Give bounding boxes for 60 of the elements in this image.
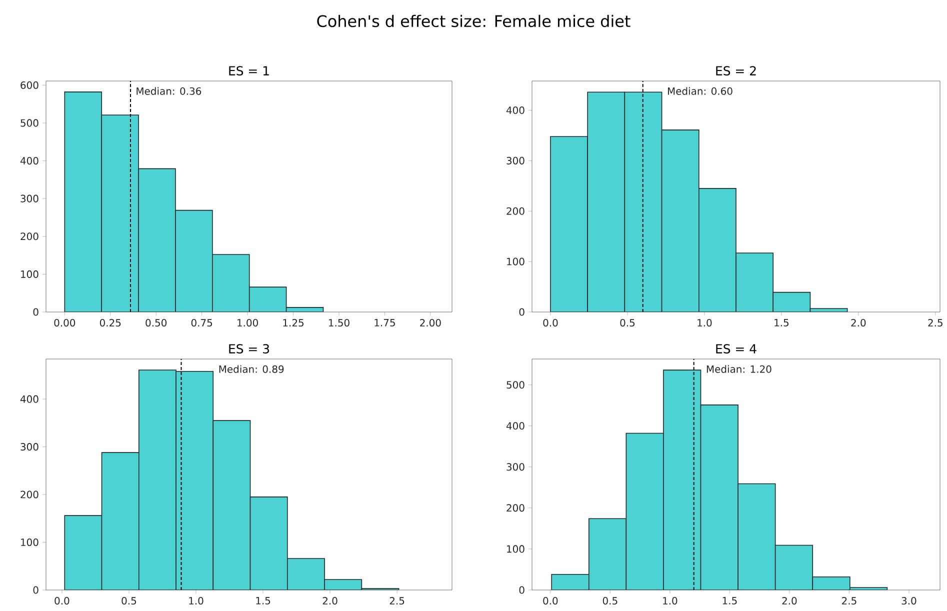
x-tick-label: 2.5 xyxy=(390,597,404,605)
y-tick-label: 100 xyxy=(21,270,38,278)
x-tick-label: 0.0 xyxy=(543,597,558,605)
y-tick-label: 500 xyxy=(506,381,524,389)
x-tick-label: 0.0 xyxy=(54,597,70,605)
x-tick-label: 0.5 xyxy=(602,597,618,605)
y-tick-label: 100 xyxy=(507,258,524,266)
y-tick-label: 100 xyxy=(507,545,524,553)
x-tick-label: 1.50 xyxy=(328,319,350,327)
y-tick-label: 200 xyxy=(20,232,38,240)
chart-title: ES = 1 xyxy=(229,66,269,76)
x-tick-label: 0.75 xyxy=(191,319,212,327)
chart-title: ES = 4 xyxy=(716,344,756,354)
y-tick-label: 400 xyxy=(506,106,524,114)
chart-title: ES = 3 xyxy=(229,344,270,354)
x-tick-label: 0.0 xyxy=(543,319,558,327)
y-tick-label: 200 xyxy=(506,207,524,215)
x-tick-label: 1.5 xyxy=(774,319,788,326)
y-tick-label: 400 xyxy=(506,422,524,430)
y-tick-label: 0 xyxy=(33,308,38,316)
y-tick-label: 200 xyxy=(20,490,38,498)
x-tick-label: 1.5 xyxy=(256,597,270,604)
x-tick-label: 0.5 xyxy=(620,319,635,327)
chart-title: ES = 2 xyxy=(716,66,756,76)
x-tick-label: 1.25 xyxy=(283,319,304,327)
y-tick-label: 200 xyxy=(506,504,524,512)
y-tick-label: 500 xyxy=(20,119,38,127)
x-tick-label: 0.00 xyxy=(54,319,76,327)
x-tick-label: 0.50 xyxy=(146,319,167,327)
x-tick-label: 2.5 xyxy=(928,319,942,327)
x-tick-label: 1.0 xyxy=(698,319,712,327)
y-tick-label: 0 xyxy=(519,586,524,594)
y-tick-label: 400 xyxy=(20,156,38,165)
x-tick-label: 1.00 xyxy=(238,319,258,327)
ref-line-label: Median: 0.36 xyxy=(136,87,202,95)
ref-line-label: Median: 0.89 xyxy=(219,365,284,373)
y-tick-label: 100 xyxy=(21,538,38,546)
y-tick-label: 0 xyxy=(519,308,524,316)
x-tick-label: 2.5 xyxy=(842,597,856,605)
x-tick-label: 2.0 xyxy=(782,597,797,605)
x-tick-label: 2.0 xyxy=(322,597,338,605)
text: Cohen's d effect size: Female mice diet xyxy=(317,14,630,28)
x-tick-label: 0.5 xyxy=(122,597,136,605)
x-tick-label: 2.0 xyxy=(851,319,866,327)
x-tick-label: 1.5 xyxy=(722,597,737,604)
x-tick-label: 3.0 xyxy=(902,597,916,605)
ref-line-label: Median: 0.60 xyxy=(668,87,732,95)
y-tick-label: 400 xyxy=(20,395,38,403)
x-tick-label: 2.00 xyxy=(420,319,441,327)
ref-line-label: Median: 1.20 xyxy=(706,365,772,373)
x-tick-label: 1.75 xyxy=(374,319,395,326)
y-tick-label: 600 xyxy=(20,81,38,89)
y-tick-label: 300 xyxy=(506,463,524,471)
y-tick-label: 300 xyxy=(506,156,524,164)
x-tick-label: 1.0 xyxy=(189,597,204,605)
x-tick-label: 1.0 xyxy=(663,597,678,605)
y-tick-label: 300 xyxy=(20,443,38,451)
y-tick-label: 0 xyxy=(33,586,38,594)
y-tick-label: 300 xyxy=(20,194,38,202)
x-tick-label: 0.25 xyxy=(100,319,121,327)
